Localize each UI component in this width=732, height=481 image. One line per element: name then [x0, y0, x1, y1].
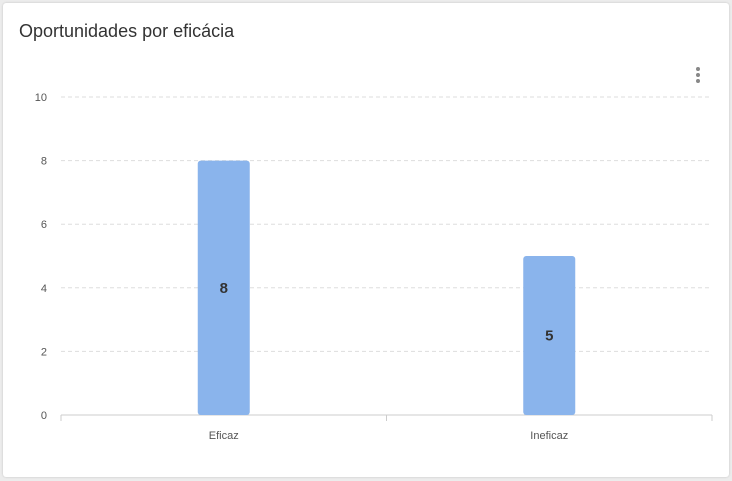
bar-value-label: 8 — [220, 280, 228, 297]
gridlines — [61, 96, 712, 352]
bar-value-label: 5 — [545, 328, 553, 345]
menu-button[interactable] — [689, 65, 707, 87]
y-tick-label: 8 — [41, 156, 47, 168]
chart-card: Oportunidades por eficácia 0 2 4 6 8 10 8 Efica… — [3, 3, 729, 477]
bar-eficaz[interactable] — [197, 160, 250, 415]
y-tick-label: 6 — [41, 219, 47, 231]
y-tick-label: 4 — [41, 283, 47, 295]
y-tick-label: 2 — [41, 346, 47, 358]
y-tick-label: 0 — [41, 410, 47, 422]
card-title: Oportunidades por eficácia — [19, 21, 235, 41]
bar-ineficaz[interactable] — [523, 256, 576, 415]
x-category-label: Ineficaz — [530, 430, 568, 442]
more-vertical-icon — [696, 67, 700, 83]
bar-chart: 0 2 4 6 8 10 8 Eficaz 5 Ineficaz — [35, 92, 713, 442]
x-category-label: Eficaz — [209, 430, 239, 442]
x-axis — [60, 414, 713, 421]
y-tick-label: 10 — [35, 92, 47, 104]
bars — [197, 160, 576, 415]
labels: 0 2 4 6 8 10 8 Eficaz 5 Ineficaz — [35, 92, 568, 442]
